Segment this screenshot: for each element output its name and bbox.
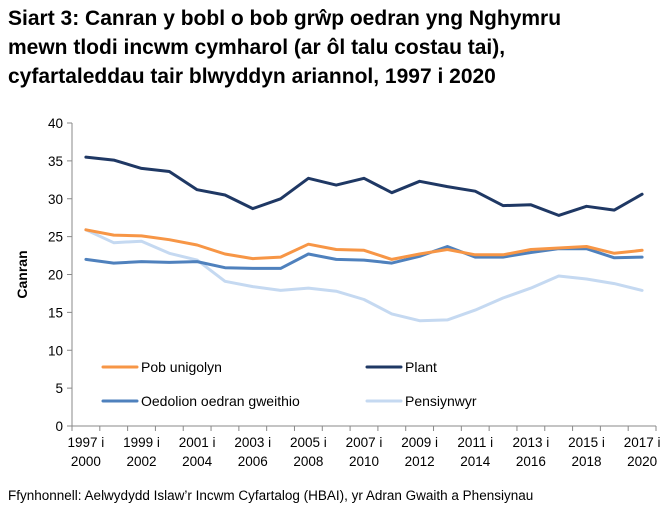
chart-series bbox=[84, 155, 644, 323]
y-tick-label: 30 bbox=[48, 192, 63, 207]
x-tick-label: 2009 i bbox=[401, 435, 438, 450]
legend-label: Pob unigolyn bbox=[141, 359, 222, 375]
chart-legend: Pob unigolyn Plant Oedolion oedran gweithi… bbox=[101, 359, 477, 409]
series-line-pensiynwyr bbox=[84, 228, 644, 323]
x-tick-label: 2014 bbox=[460, 454, 491, 469]
chart-title-line-2: mewn tlodi incwm cymharol (ar ôl talu co… bbox=[8, 36, 506, 59]
x-tick-label: 2013 i bbox=[512, 435, 549, 450]
x-tick-label: 1999 i bbox=[123, 435, 160, 450]
x-tick-label: 2006 bbox=[238, 454, 268, 469]
chart-title-line-3: cyfartaleddau tair blwyddyn ariannol, 19… bbox=[8, 65, 496, 88]
x-tick-label: 2020 bbox=[627, 454, 657, 469]
chart-title-line-1: Siart 3: Canran y bobl o bob grŵp oedran… bbox=[8, 7, 562, 30]
y-tick-label: 40 bbox=[48, 116, 63, 131]
x-tick-label: 2011 i bbox=[457, 435, 493, 450]
x-tick-label: 2018 bbox=[571, 454, 601, 469]
x-tick-label: 2012 bbox=[405, 454, 435, 469]
series-line-plant bbox=[84, 155, 644, 217]
y-tick-label: 0 bbox=[55, 419, 63, 434]
y-tick-label: 25 bbox=[48, 230, 63, 245]
series-line-pob-unigolyn bbox=[84, 228, 644, 261]
x-tick-label: 2004 bbox=[182, 454, 213, 469]
x-tick-label: 2010 bbox=[349, 454, 379, 469]
legend-label: Plant bbox=[405, 359, 437, 375]
y-tick-label: 20 bbox=[48, 268, 63, 283]
y-axis-label: Canran bbox=[14, 250, 30, 298]
x-tick-label: 2001 i bbox=[179, 435, 216, 450]
x-tick-label: 1997 i bbox=[68, 435, 105, 450]
x-tick-label: 2002 bbox=[127, 454, 157, 469]
legend-label: Oedolion oedran gweithio bbox=[141, 393, 300, 409]
x-tick-label: 2015 i bbox=[568, 435, 605, 450]
chart-title: Siart 3: Canran y bobl o bob grŵp oedran… bbox=[8, 4, 668, 91]
x-tick-label: 2005 i bbox=[290, 435, 327, 450]
y-tick-label: 15 bbox=[48, 305, 63, 320]
line-chart: 0 5 10 15 20 25 30 35 40 Canran 1997 i 2000 1999 i 20… bbox=[14, 116, 660, 469]
chart-axes: 0 5 10 15 20 25 30 35 40 Canran 1997 i 2000 1999 i 20… bbox=[14, 116, 660, 469]
x-tick-label: 2017 i bbox=[624, 435, 661, 450]
x-tick-label: 2003 i bbox=[234, 435, 271, 450]
x-tick-label: 2016 bbox=[516, 454, 546, 469]
y-tick-label: 10 bbox=[48, 343, 63, 358]
x-tick-label: 2007 i bbox=[346, 435, 383, 450]
y-tick-label: 5 bbox=[55, 381, 63, 396]
x-tick-label: 2000 bbox=[71, 454, 101, 469]
y-tick-label: 35 bbox=[48, 154, 63, 169]
source-note: Ffynhonnell: Aelwydydd Islaw’r Incwm Cyf… bbox=[8, 488, 534, 503]
x-tick-label: 2008 bbox=[293, 454, 323, 469]
legend-label: Pensiynwyr bbox=[405, 393, 477, 409]
